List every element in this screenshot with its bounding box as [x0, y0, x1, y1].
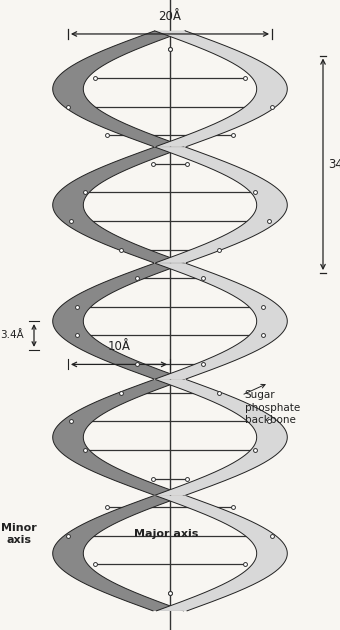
Polygon shape	[53, 263, 185, 379]
Polygon shape	[53, 147, 185, 263]
Polygon shape	[53, 31, 185, 147]
Polygon shape	[53, 380, 185, 495]
Polygon shape	[155, 263, 287, 379]
Polygon shape	[53, 496, 184, 611]
Text: 10Å: 10Å	[107, 340, 131, 353]
Text: 20Å: 20Å	[158, 10, 182, 23]
Text: 3.4Å: 3.4Å	[0, 331, 23, 340]
Text: Major axis: Major axis	[134, 529, 199, 539]
Polygon shape	[155, 380, 287, 495]
Text: Sugar
phosphate
backbone: Sugar phosphate backbone	[245, 390, 300, 425]
Text: 34Å: 34Å	[328, 158, 340, 171]
Polygon shape	[155, 147, 287, 263]
Polygon shape	[155, 31, 287, 147]
Polygon shape	[156, 496, 287, 611]
Text: Minor
axis: Minor axis	[1, 523, 37, 546]
